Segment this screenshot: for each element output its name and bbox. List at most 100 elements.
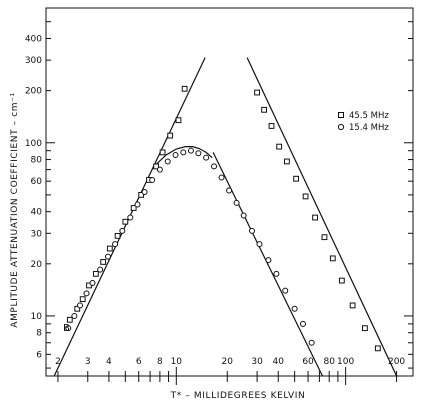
marker-square-455-22	[293, 175, 300, 182]
y-tick-label-40: 40	[31, 208, 43, 218]
marker-square-455-6	[106, 245, 113, 252]
marker-circle-154-13	[156, 166, 163, 173]
y-tick-label-400: 400	[25, 34, 42, 44]
y-tick-label-10: 10	[31, 312, 43, 322]
marker-square-455-10	[138, 191, 145, 198]
x-tick-label-8: 8	[157, 357, 163, 367]
y-tick-label-20: 20	[31, 260, 43, 270]
x-tick-label-4: 4	[106, 357, 112, 367]
marker-circle-154-28	[273, 270, 280, 277]
marker-circle-154-11	[141, 188, 148, 195]
marker-circle-154-26	[256, 241, 263, 248]
x-tick-label-40: 40	[273, 357, 285, 367]
marker-square-455-2	[79, 296, 86, 303]
marker-square-455-7	[114, 232, 121, 239]
marker-circle-154-15	[172, 151, 179, 158]
marker-circle-154-4	[89, 279, 96, 286]
marker-circle-154-24	[240, 212, 247, 219]
x-tick-label-80: 80	[323, 357, 335, 367]
y-tick-label-8: 8	[36, 329, 42, 339]
x-tick-label-60: 60	[302, 357, 314, 367]
legend-label-15-mhz: 15.4 MHz	[349, 123, 389, 133]
marker-circle-154-7	[112, 241, 119, 248]
marker-square-455-24	[312, 214, 318, 221]
y-axis-title: AMPLITUDE ATTENUATION COEFFICIENT – cm⁻¹	[10, 92, 20, 327]
marker-circle-154-19	[203, 154, 210, 161]
marker-square-455-26	[329, 255, 336, 262]
marker-circle-154-3	[83, 290, 90, 297]
marker-square-455-5	[100, 259, 107, 265]
marker-square-455-16	[181, 85, 188, 92]
marker-circle-154-10	[134, 201, 141, 208]
marker-circle-154-31	[299, 320, 306, 327]
marker-square-455-19	[268, 123, 275, 129]
y-tick-label-300: 300	[25, 56, 42, 66]
marker-square-455-0	[66, 316, 73, 323]
marker-square-455-20	[276, 143, 283, 150]
x-axis-title: T* – MILLIDEGREES KELVIN	[170, 391, 306, 401]
marker-circle-154-27	[265, 257, 272, 264]
marker-circle-154-14	[164, 158, 171, 165]
y-tick-label-100: 100	[25, 139, 42, 149]
marker-circle-154-6	[104, 253, 111, 260]
marker-square-455-4	[92, 270, 99, 277]
marker-circle-154-12	[149, 176, 156, 183]
marker-circle-154-5	[97, 266, 104, 273]
marker-square-455-29	[362, 325, 368, 332]
x-tick-label-100: 100	[337, 357, 354, 367]
marker-circle-154-23	[233, 199, 240, 206]
marker-square-455-9	[130, 205, 137, 211]
marker-square-455-27	[338, 277, 345, 284]
marker-square-455-25	[321, 234, 328, 241]
marker-circle-154-2	[77, 302, 84, 309]
marker-circle-154-20	[211, 163, 218, 170]
marker-square-455-23	[302, 193, 309, 200]
marker-square-455-12	[153, 163, 160, 170]
marker-square-455-17	[254, 89, 260, 96]
x-tick-label-10: 10	[171, 357, 183, 367]
marker-square-455-28	[349, 302, 356, 309]
marker-square-455-21	[284, 158, 290, 165]
marker-circle-154-16	[180, 149, 187, 156]
y-tick-label-60: 60	[31, 177, 43, 187]
marker-circle-154-1	[71, 312, 78, 319]
fit-curve-peak	[155, 146, 213, 165]
legend-marker-square	[338, 112, 344, 118]
x-tick-label-6: 6	[136, 357, 142, 367]
marker-circle-154-21	[218, 174, 225, 181]
marker-square-455-30	[374, 345, 381, 352]
marker-square-455-18	[261, 106, 267, 113]
marker-square-455-14	[167, 132, 174, 139]
y-tick-label-80: 80	[31, 156, 43, 166]
x-tick-label-20: 20	[222, 357, 234, 367]
panel-label: B	[63, 323, 70, 334]
marker-circle-154-32	[308, 339, 315, 346]
marker-circle-154-18	[195, 150, 202, 157]
marker-circle-154-0	[65, 325, 72, 332]
marker-square-455-13	[159, 149, 166, 156]
x-tick-label-200: 200	[388, 357, 405, 367]
marker-circle-154-17	[187, 147, 194, 154]
fit-line-3	[246, 57, 398, 377]
legend-marker-circle	[337, 123, 345, 131]
fit-line-2	[212, 152, 324, 377]
x-tick-label-3: 3	[85, 357, 91, 367]
marker-square-455-15	[175, 117, 182, 124]
y-tick-label-200: 200	[25, 87, 42, 97]
y-tick-label-6: 6	[36, 350, 42, 360]
marker-square-455-8	[122, 218, 129, 225]
marker-circle-154-29	[282, 287, 289, 294]
legend-label-45-mhz: 45.5 MHz	[349, 111, 389, 121]
legend: 45.5 MHz 15.4 MHz	[337, 111, 389, 133]
plot-frame	[45, 7, 414, 377]
x-tick-label-2: 2	[55, 357, 61, 367]
marker-circle-154-25	[249, 227, 256, 234]
y-tick-label-30: 30	[31, 229, 43, 239]
marker-circle-154-9	[127, 214, 134, 221]
marker-circle-154-8	[119, 227, 126, 234]
x-tick-label-30: 30	[251, 357, 263, 367]
marker-circle-154-30	[291, 305, 298, 312]
marker-circle-154-22	[226, 187, 233, 194]
